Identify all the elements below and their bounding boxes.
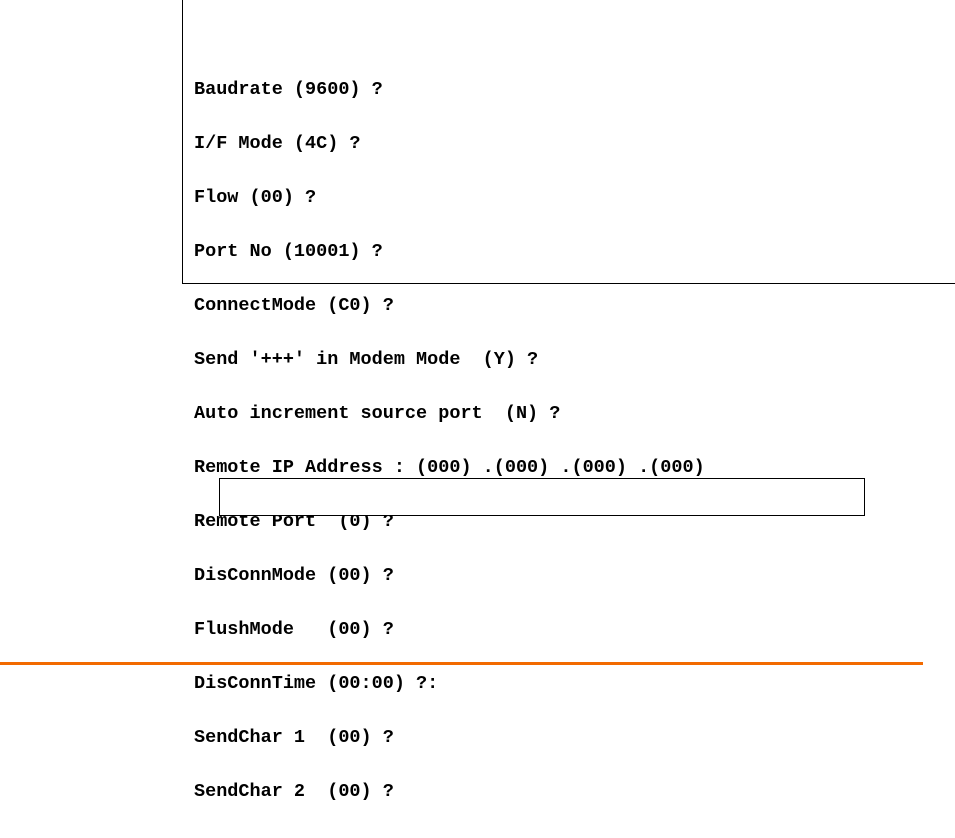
empty-bordered-box [219, 478, 865, 516]
terminal-line-if-mode: I/F Mode (4C) ? [194, 133, 361, 154]
terminal-line-baudrate: Baudrate (9600) ? [194, 79, 383, 100]
footer-rule [0, 662, 923, 665]
terminal-line-connect-mode: ConnectMode (C0) ? [194, 295, 394, 316]
terminal-line-disconn-mode: DisConnMode (00) ? [194, 565, 394, 586]
terminal-line-port-no: Port No (10001) ? [194, 241, 383, 262]
terminal-line-remote-port: Remote Port (0) ? [194, 511, 394, 532]
terminal-line-sendchar-1: SendChar 1 (00) ? [194, 727, 394, 748]
terminal-line-disconn-time: DisConnTime (00:00) ?: [194, 673, 439, 694]
terminal-line-remote-ip: Remote IP Address : (000) .(000) .(000) … [194, 457, 705, 478]
terminal-output: Baudrate (9600) ? I/F Mode (4C) ? Flow (… [194, 45, 705, 837]
terminal-screenshot: Baudrate (9600) ? I/F Mode (4C) ? Flow (… [182, 0, 955, 801]
terminal-line-sendchar-2: SendChar 2 (00) ? [194, 781, 394, 802]
terminal-line-auto-increment: Auto increment source port (N) ? [194, 403, 561, 424]
terminal-line-flow: Flow (00) ? [194, 187, 317, 208]
terminal-line-modem-mode: Send '+++' in Modem Mode (Y) ? [194, 349, 539, 370]
terminal-line-flush-mode: FlushMode (00) ? [194, 619, 394, 640]
